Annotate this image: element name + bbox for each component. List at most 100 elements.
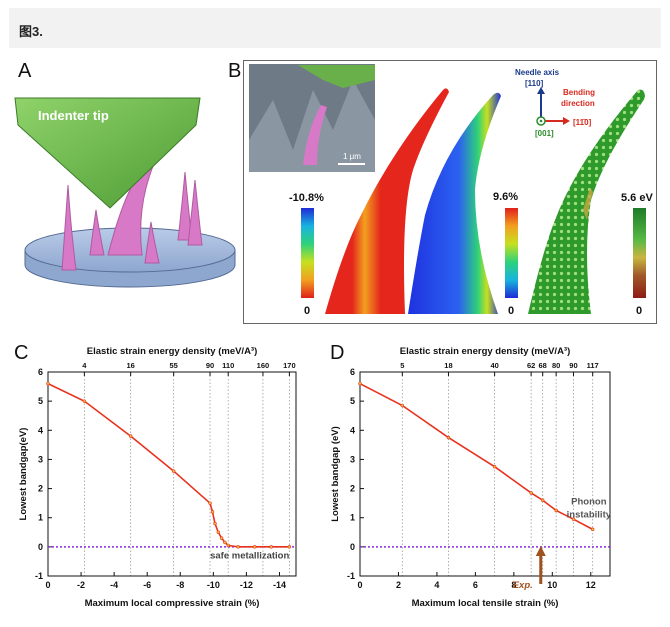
- x-tick-label: 0: [357, 580, 362, 590]
- top-tick-label: 16: [126, 361, 134, 370]
- data-point: [213, 521, 217, 526]
- data-point: [540, 498, 545, 502]
- top-tick-label: 90: [569, 361, 577, 370]
- data-point: [171, 469, 176, 473]
- y-tick-label: 0: [38, 542, 43, 552]
- compressive-strain-needle: [325, 88, 449, 315]
- panel-c-letter: C: [14, 342, 29, 364]
- x-tick-label: -14: [273, 580, 286, 590]
- x-axis-title: Maximum local compressive strain (%): [85, 598, 260, 609]
- y-tick-label: 2: [38, 484, 43, 494]
- needle-axis-index: [110]: [525, 79, 544, 88]
- x-tick-label: 8: [511, 580, 516, 590]
- x-tick-label: 2: [396, 580, 401, 590]
- panel-b-illustration: 1 μm -10.8% 0 9.6% 0 Needle axis [110] […: [243, 60, 657, 324]
- bending-index: [11̄0]: [573, 118, 592, 127]
- x-tick-label: -2: [77, 580, 85, 590]
- top-tick-label: 55: [169, 361, 177, 370]
- top-tick-label: 62: [527, 361, 535, 370]
- y-tick-label: 3: [350, 454, 355, 464]
- indenter-tip-shape: [14, 97, 201, 209]
- scale2-colorbar: [505, 208, 518, 298]
- y-tick-label: 6: [350, 367, 355, 377]
- x-tick-label: -12: [240, 580, 253, 590]
- top-tick-label: 170: [283, 361, 296, 370]
- data-point: [216, 530, 220, 534]
- scale3-min-label: 0: [636, 305, 642, 317]
- data-point: [492, 465, 497, 469]
- y-tick-label: 5: [350, 396, 355, 406]
- scale2-max-label: 9.6%: [493, 191, 518, 203]
- y-axis-title: Lowest bandgap(eV): [18, 428, 29, 521]
- data-point: [269, 545, 273, 549]
- x-tick-label: 10: [547, 580, 557, 590]
- data-point: [287, 545, 292, 549]
- needle-axis-title: Needle axis: [515, 68, 560, 77]
- top-tick-label: 110: [222, 361, 234, 370]
- y-tick-label: 4: [350, 425, 355, 435]
- annotation-phonon-line1: Phonon: [571, 497, 607, 508]
- x-tick-label: -10: [207, 580, 220, 590]
- data-point: [128, 434, 133, 438]
- top-tick-label: 160: [257, 361, 270, 370]
- data-point: [46, 381, 50, 386]
- y-tick-label: 1: [38, 513, 43, 523]
- x-axis-title: Maximum local tensile strain (%): [412, 598, 559, 609]
- data-point: [210, 510, 215, 514]
- top-tick-label: 4: [82, 361, 87, 370]
- data-point: [400, 403, 405, 408]
- y-tick-label: 1: [350, 513, 355, 523]
- x-tick-label: -4: [110, 580, 118, 590]
- panel-a-illustration: Indenter tip: [14, 97, 236, 288]
- scale3-colorbar: [633, 208, 646, 298]
- scale3-max-label: 5.6 eV: [621, 192, 653, 204]
- x-tick-label: 6: [473, 580, 478, 590]
- x-tick-label: 0: [45, 580, 50, 590]
- exp-arrowhead: [535, 546, 546, 556]
- scale2-min-label: 0: [508, 305, 514, 317]
- x-tick-label: -6: [143, 580, 151, 590]
- data-point: [226, 543, 230, 548]
- y-tick-label: 2: [350, 484, 355, 494]
- exp-label: Exp.: [513, 580, 533, 591]
- scale1-max-label: -10.8%: [289, 192, 324, 204]
- y-tick-label: 5: [38, 396, 43, 406]
- needle: [187, 179, 203, 246]
- plot-frame: [47, 371, 297, 577]
- scale1-colorbar: [301, 208, 314, 298]
- data-point: [208, 501, 212, 505]
- bending-arrowhead: [563, 117, 570, 125]
- panel-b-letter: B: [228, 60, 242, 82]
- data-point: [529, 491, 533, 495]
- top-tick-label: 40: [490, 361, 498, 370]
- top-tick-label: 5: [400, 361, 404, 370]
- sem-indenter-tip: [298, 65, 375, 88]
- data-point: [590, 527, 595, 532]
- y-tick-label: 4: [38, 425, 43, 435]
- data-point: [358, 381, 362, 386]
- top-tick-label: 80: [552, 361, 560, 370]
- data-point: [571, 517, 576, 521]
- y-tick-label: 0: [350, 542, 355, 552]
- y-tick-label: 3: [38, 454, 43, 464]
- sem-scale-label: 1 μm: [343, 152, 361, 161]
- data-point: [219, 536, 224, 540]
- top-tick-label: 90: [206, 361, 214, 370]
- panel-a-letter: A: [18, 60, 32, 82]
- indenter-tip-label: Indenter tip: [38, 108, 109, 123]
- top-tick-label: 18: [444, 361, 452, 370]
- needle: [89, 209, 105, 256]
- annotation-phonon-line2: instability: [567, 510, 612, 521]
- x-tick-label: 12: [586, 580, 596, 590]
- scale1-min-label: 0: [304, 305, 310, 317]
- tensile-strain-needle: [408, 92, 501, 315]
- top-tick-label: 117: [587, 361, 599, 370]
- y-tick-label: -1: [347, 571, 355, 581]
- x-tick-label: 4: [434, 580, 439, 590]
- y-tick-label: 6: [38, 367, 43, 377]
- top-axis-title: Elastic strain energy density (meV/A³): [87, 346, 258, 357]
- data-point: [554, 508, 558, 513]
- annotation-safe-metallization: safe metallization: [210, 551, 289, 562]
